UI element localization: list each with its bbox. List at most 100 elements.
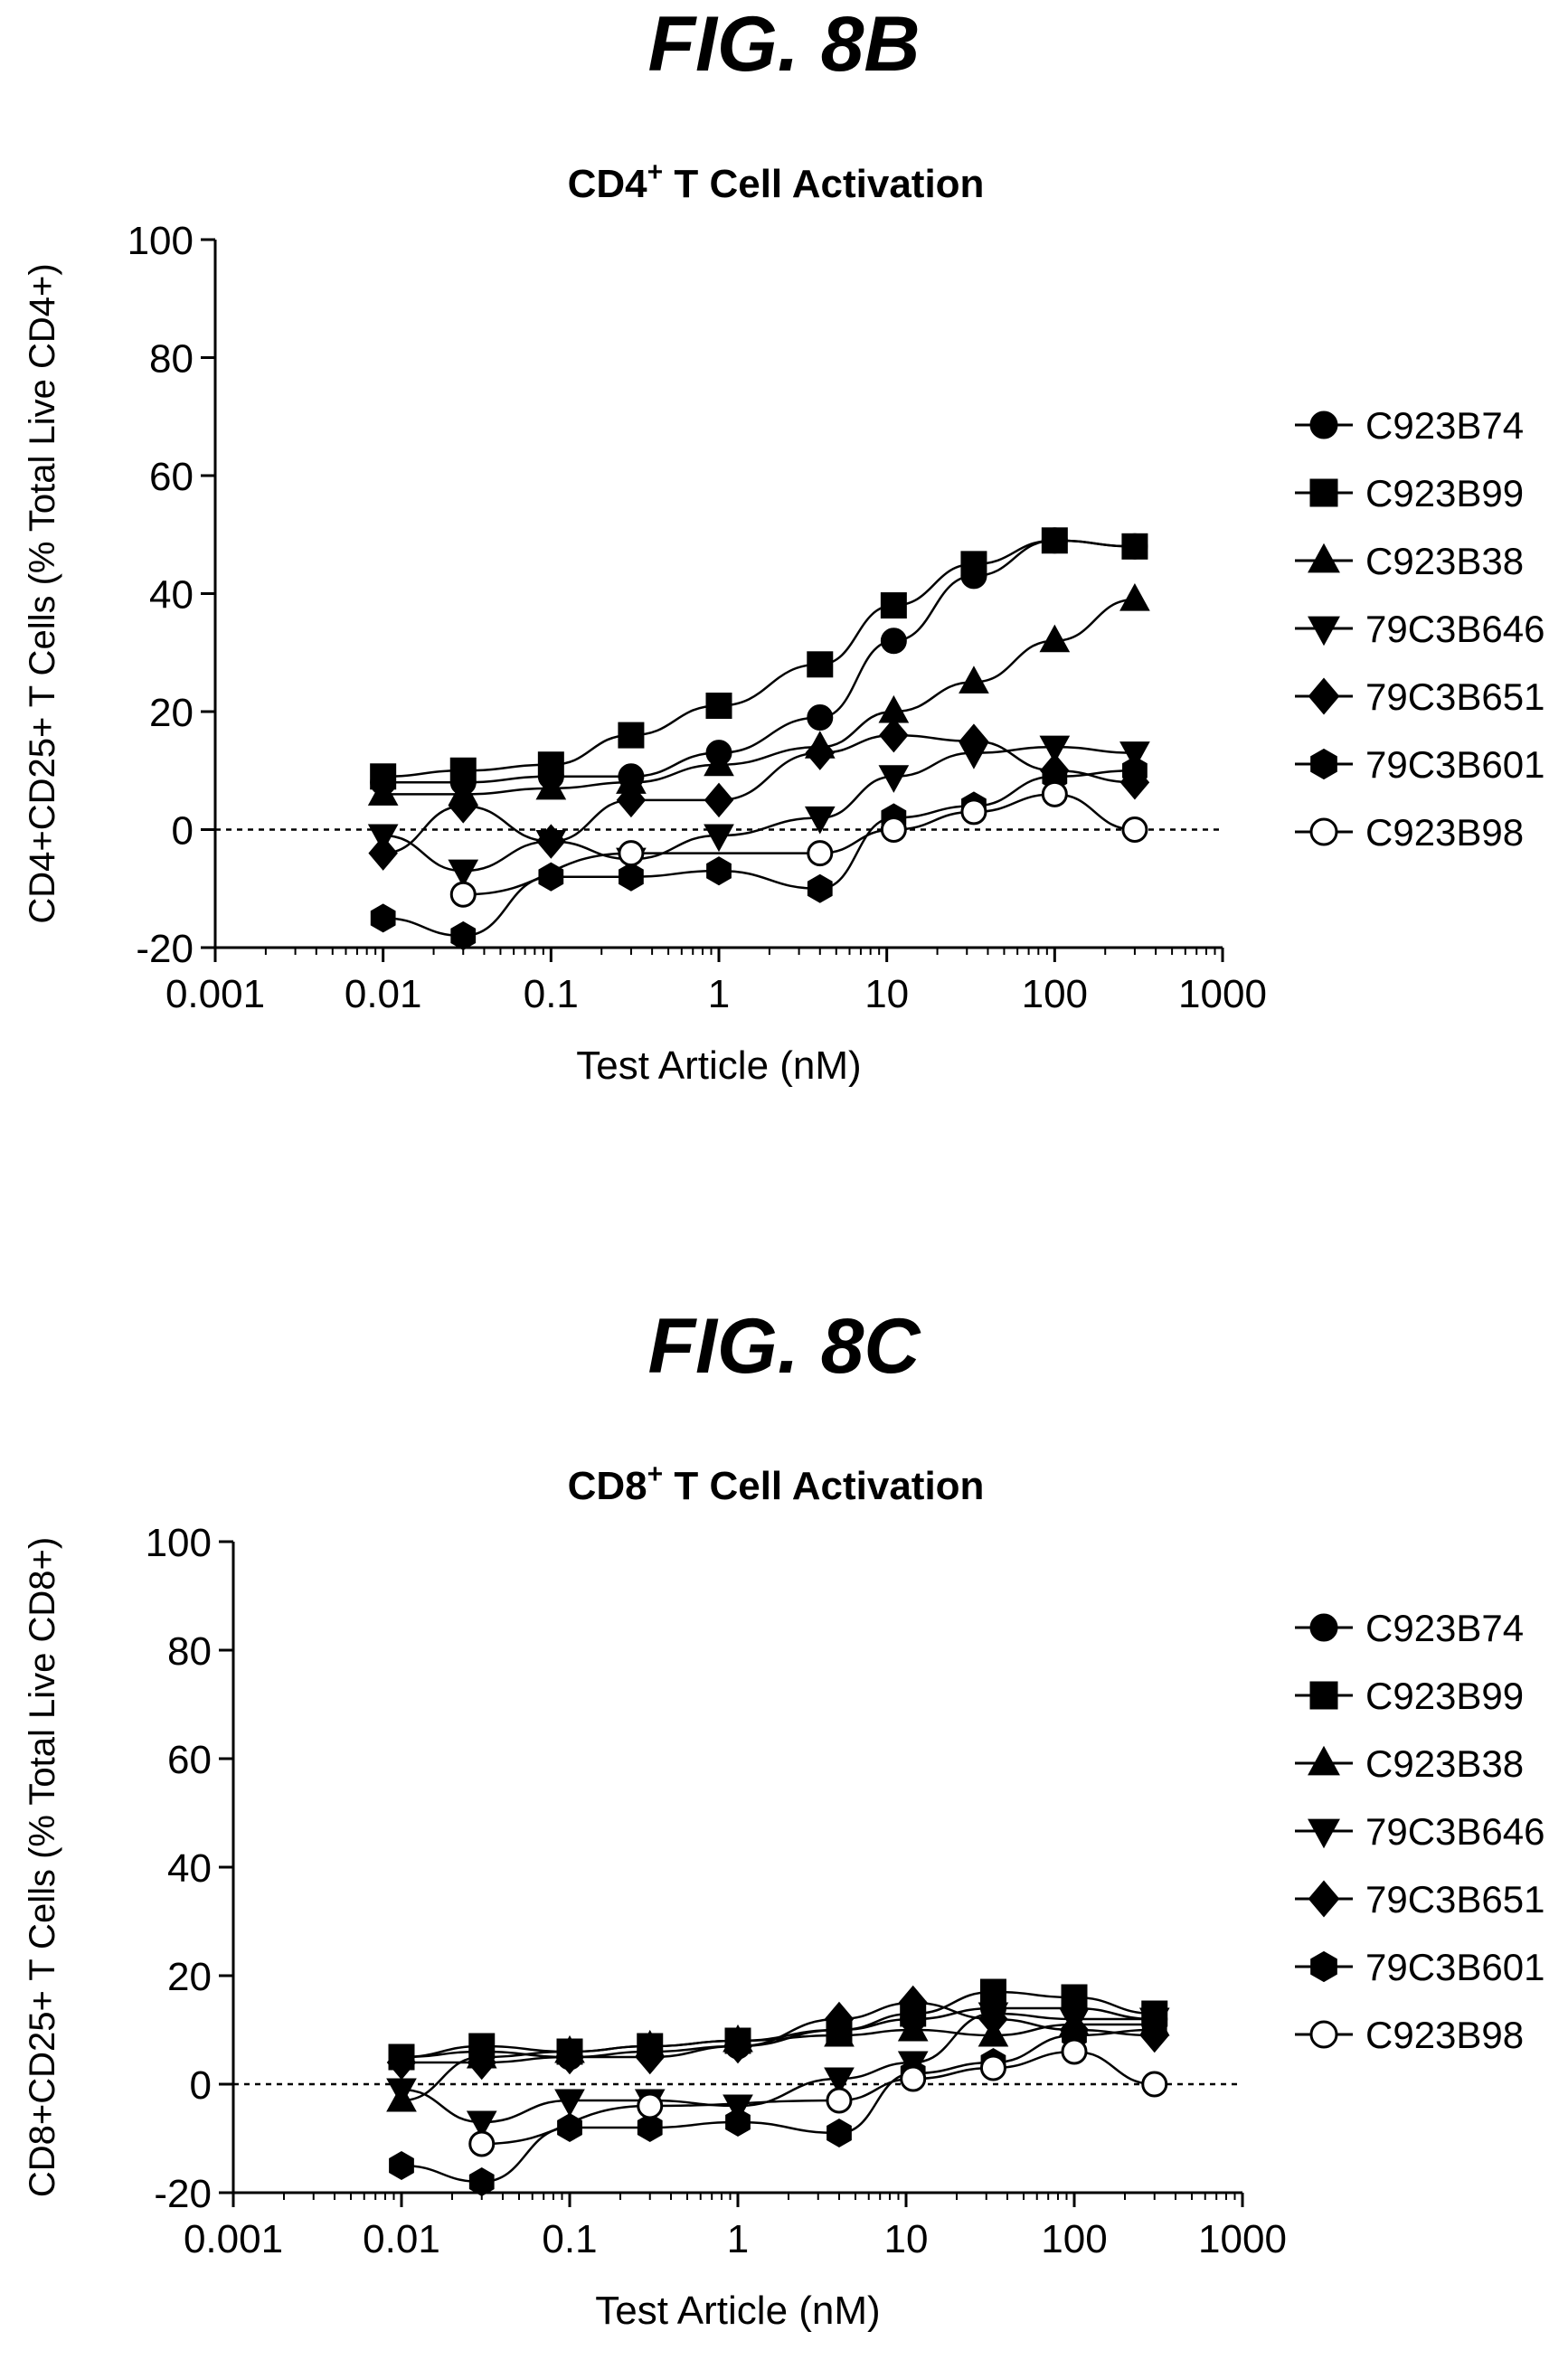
x-tick-label: 100 [1041,2217,1107,2261]
data-point-79C3B601 [827,2118,852,2148]
data-point-C923B38 [1039,624,1071,653]
data-point-79C3B651 [616,782,647,818]
series-C923B74 [370,527,1148,796]
fit-curve-79C3B651 [383,733,1135,854]
legend-label-C923B74: C923B74 [1365,404,1524,447]
data-point-C923B98 [449,881,477,908]
fit-curve-C923B74 [383,539,1135,784]
fit-curve-79C3B651 [401,2001,1155,2064]
data-point-C923B98 [979,2054,1006,2081]
y-tick-label: 80 [167,1629,212,1674]
series-79C3B601 [389,2015,1167,2197]
data-point-79C3B651 [704,782,734,818]
x-tick-label: 100 [1022,972,1088,1016]
data-point-C923B98 [1141,2071,1168,2098]
x-tick-label: 0.001 [184,2217,283,2261]
x-tick-label: 0.1 [542,2217,597,2261]
series-C923B38 [367,582,1150,806]
legend-marker-C923B38 [1308,1745,1340,1776]
y-tick-label: 100 [128,219,194,263]
data-point-C923B38 [959,665,989,694]
legend-marker-C923B98 [1309,817,1338,846]
data-point-79C3B651 [959,723,989,759]
legend-marker-C923B74 [1309,1613,1338,1642]
legend-label-C923B38: C923B38 [1365,1742,1524,1785]
data-point-79C3B651 [554,2039,585,2075]
data-point-79C3B646 [723,2094,753,2123]
x-tick-label: 10 [864,972,909,1016]
data-point-79C3B646 [448,859,479,888]
data-point-C923B98 [1041,780,1068,807]
fit-curve-C923B74 [401,2006,1155,2059]
data-point-C923B38 [897,2013,929,2042]
data-point-C923B99 [618,722,645,749]
y-tick-label: 20 [167,1955,212,1999]
legend-label-79C3B646: 79C3B646 [1365,1810,1545,1853]
y-tick-label: 100 [146,1521,212,1565]
legend-label-C923B98: C923B98 [1365,2014,1524,2056]
series-C923B98 [449,780,1148,908]
data-point-79C3B646 [824,2067,855,2096]
x-axis-label: Test Article (nM) [595,2289,880,2333]
cd8-activation-chart: CD8+ T Cell Activation -20 0 20 40 60 80 100 0.0… [23,1459,1545,2333]
series-79C3B651 [386,1985,1170,2081]
data-point-C923B99 [1041,527,1068,554]
data-point-79C3B601 [1122,756,1148,786]
x-tick-label: 0.01 [345,972,422,1016]
data-point-79C3B601 [389,2150,414,2181]
legend-marker-79C3B646 [1308,616,1340,647]
data-point-C923B38 [704,748,734,777]
x-axis-label: Test Article (nM) [576,1043,861,1088]
data-point-79C3B651 [879,717,909,753]
data-point-79C3B646 [878,765,910,793]
y-tick-label: 60 [149,455,194,499]
data-point-C923B98 [1061,2038,1088,2065]
fit-curve-79C3B646 [383,745,1135,873]
x-tick-label: 1000 [1198,2217,1287,2261]
data-point-79C3B651 [898,1985,928,2021]
legend-marker-79C3B651 [1308,1880,1340,1918]
data-point-79C3B601 [637,2112,663,2143]
legend-marker-79C3B601 [1310,748,1337,780]
data-point-C923B98 [826,2087,853,2114]
data-point-C923B98 [618,840,645,867]
x-tick-label: 1 [727,2217,749,2261]
legend-marker-C923B99 [1309,478,1338,507]
legend-label-C923B98: C923B98 [1365,811,1524,854]
series-C923B99 [370,527,1148,790]
series-79C3B646 [386,2002,1170,2139]
data-point-C923B99 [705,692,732,719]
y-tick-label: 40 [167,1846,212,1891]
data-point-79C3B646 [1039,735,1071,764]
fit-curve-79C3B601 [401,2028,1155,2184]
y-tick-label: -20 [136,927,194,971]
x-tick-label: 1000 [1178,972,1267,1016]
legend-label-C923B99: C923B99 [1365,1675,1524,1717]
data-point-C923B99 [807,651,834,678]
data-point-C923B98 [880,816,907,843]
data-point-C923B99 [979,1978,1006,2006]
data-point-79C3B601 [450,920,477,950]
legend-label-79C3B601: 79C3B601 [1365,743,1545,786]
fit-curve-C923B98 [481,2050,1155,2146]
y-tick-label: 80 [149,337,194,382]
data-point-79C3B646 [704,824,734,853]
y-axis-label: CD4+CD25+ T Cells (% Total Live CD4+) [23,263,62,923]
data-point-C923B38 [535,771,567,800]
x-tick-label: 0.1 [524,972,579,1016]
y-tick-label: 40 [149,573,194,618]
x-tick-label: 0.001 [165,972,265,1016]
y-tick-label: 60 [167,1738,212,1782]
legend-marker-79C3B601 [1310,1950,1337,1983]
y-axis-label: CD8+CD25+ T Cells (% Total Live CD8+) [23,1537,62,2197]
x-tick-label: 1 [708,972,730,1016]
legend-marker-79C3B651 [1308,677,1340,715]
data-point-C923B99 [449,757,477,784]
cd4-activation-chart: CD4+ T Cell Activation -20 0 20 40 60 80 100 0.0… [23,157,1545,1088]
data-point-79C3B601 [725,2107,751,2138]
data-point-C923B74 [807,704,834,731]
x-tick-label: 10 [884,2217,929,2261]
data-point-C923B99 [880,592,907,619]
chart-title: CD8+ T Cell Activation [568,1459,985,1508]
series-C923B74 [388,1995,1168,2071]
